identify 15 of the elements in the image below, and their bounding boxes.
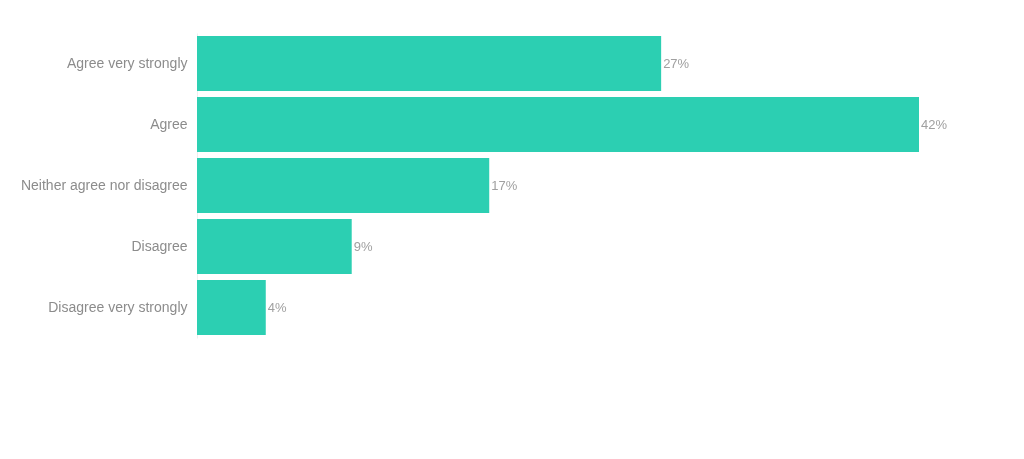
- y-tick-label: Neither agree nor disagree: [20, 176, 188, 193]
- bar: [197, 219, 352, 274]
- y-tick-label: Agree: [150, 115, 188, 132]
- data-label: 42%: [921, 116, 948, 132]
- data-label: 27%: [663, 55, 690, 71]
- bar: [197, 280, 266, 335]
- data-label: 9%: [353, 238, 373, 254]
- data-label: 17%: [491, 177, 518, 193]
- bar: [197, 158, 490, 213]
- y-tick-label: Disagree: [131, 237, 188, 254]
- data-label: 4%: [267, 299, 287, 315]
- bar: [197, 97, 919, 152]
- bar: [197, 36, 662, 91]
- y-tick-label: Agree very strongly: [66, 54, 188, 71]
- y-tick-label: Disagree very strongly: [48, 298, 188, 315]
